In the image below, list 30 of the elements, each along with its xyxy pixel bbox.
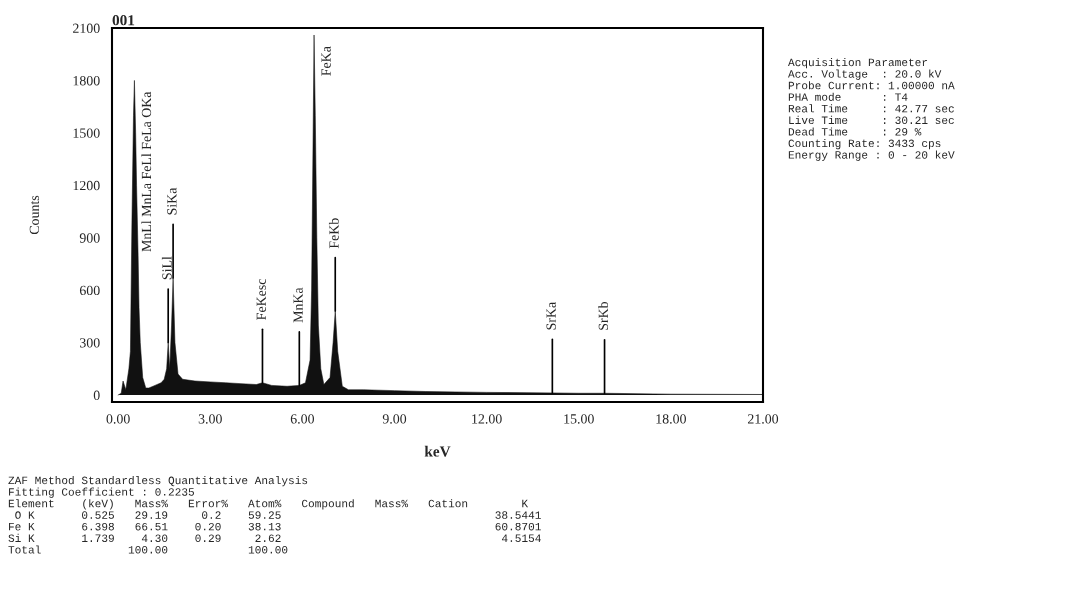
annotation: MnLl MnLa FeLl FeLa OKa	[141, 91, 152, 252]
x-tick-label: 15.00	[564, 414, 594, 424]
y-tick-label: 1800	[73, 76, 100, 86]
annotation: SiLl	[161, 256, 172, 280]
text: ZAF Method Standardless Quantitative Analysis Fitting Coefficient : 0.2235 Element (keV) Mass% Error% Atom% Compound Mass% Cation K O K 0.525 29.19 0.2 59.25 38.5441 Fe K 6.398 66.51 0.20 38.13 60.8701 Si K 1.739 4.30 0.29 2.62 4.5154 Total 100.00 100.00	[8, 476, 541, 554]
annotation: SrKb	[598, 301, 609, 330]
annotation: FeKesc	[256, 279, 266, 320]
y-tick-label: 0	[93, 390, 100, 400]
x-tick-label: 9.00	[382, 414, 407, 424]
annotation: SrKa	[546, 302, 556, 330]
y-tick-label: 1200	[73, 180, 100, 191]
x-tick-label: 21.00	[747, 414, 779, 424]
y-tick-label: 300	[80, 338, 100, 348]
x-tick-label: 3.00	[198, 414, 222, 424]
y-tick-label: 900	[79, 233, 100, 243]
y-tick-label: 1500	[73, 128, 100, 138]
y-tick-label: 600	[79, 285, 100, 296]
x-axis-title: keV	[424, 445, 451, 457]
y-tick-label: 2100	[73, 23, 100, 33]
annotation: SiKa	[167, 187, 177, 215]
annotation: MnKa	[293, 287, 303, 323]
chart-title: 001	[112, 15, 135, 26]
annotation: FeKa	[321, 46, 331, 76]
x-tick-label: 6.00	[290, 414, 315, 424]
text: Acquisition Parameter Acc. Voltage : 20.0 kV Probe Current: 1.00000 nA PHA mode : T4 Real Time : 42.77 sec Live Time : 30.21 sec Dead Time : 29 % Counting Rate: 3433 cps Energy Range : 0 - 20 keV	[788, 58, 955, 161]
x-tick-label: 0.00	[106, 414, 130, 424]
y-axis-title: Counts	[29, 195, 40, 235]
x-tick-label: 12.00	[472, 414, 502, 424]
x-tick-label: 18.00	[656, 414, 686, 424]
annotation: FeKb	[328, 218, 339, 249]
